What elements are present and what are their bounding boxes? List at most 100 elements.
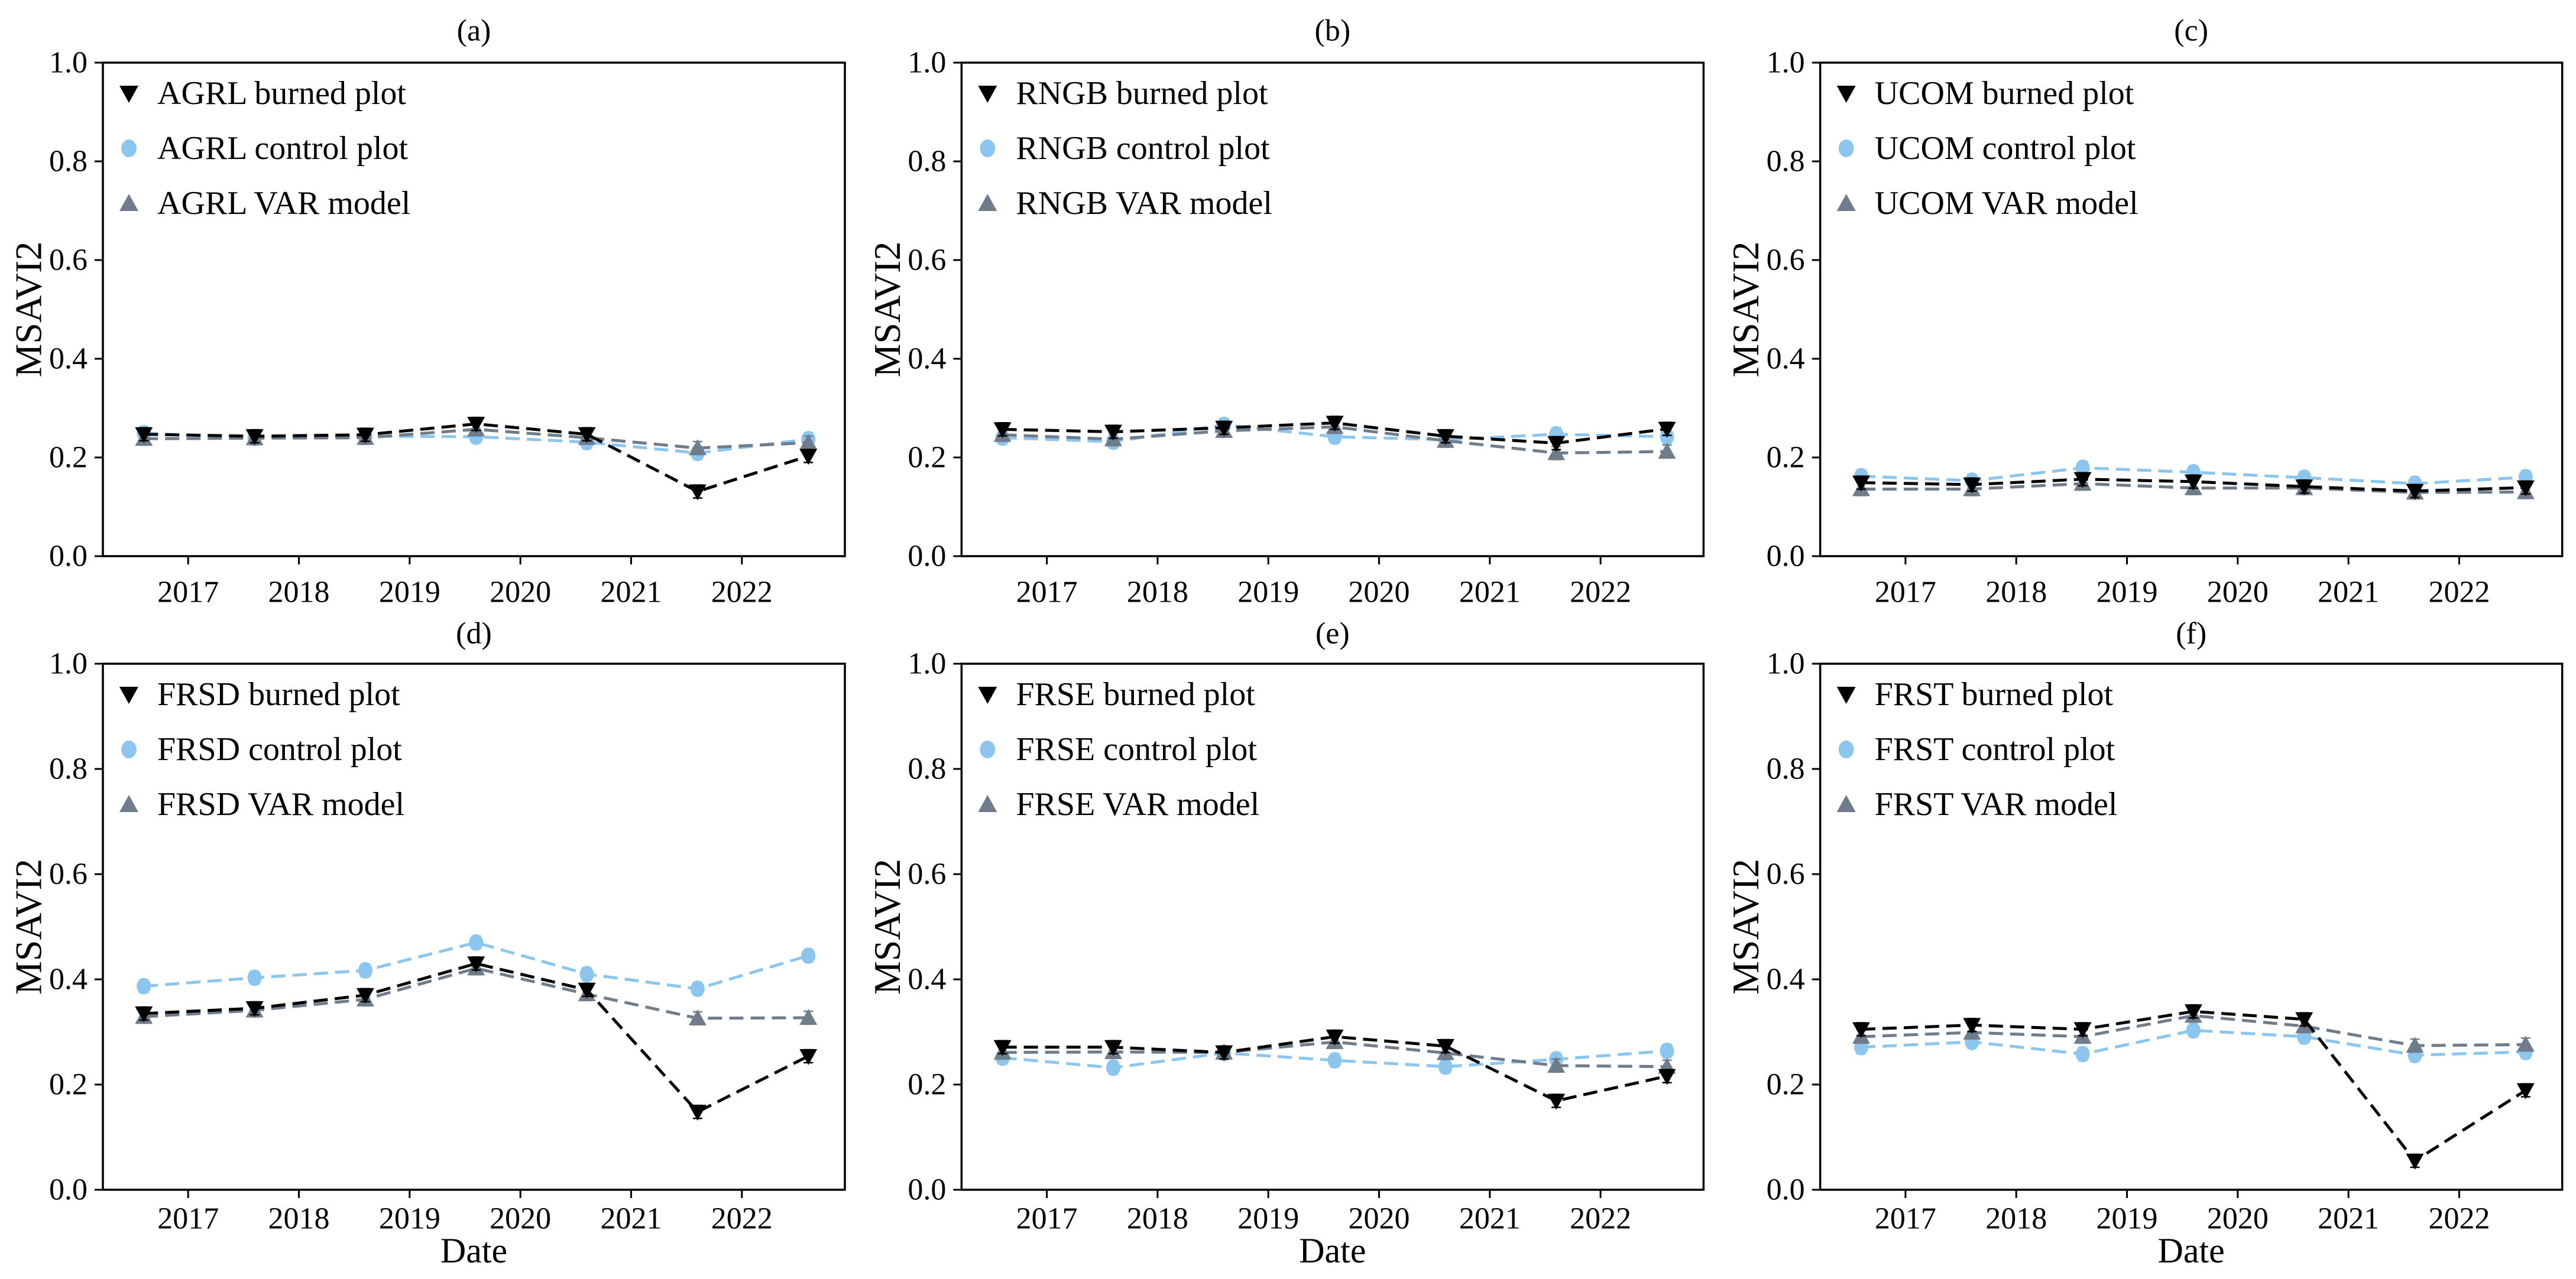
burned-marker [1104, 424, 1122, 441]
burned-legend-marker-icon [119, 687, 138, 704]
x-tick-label: 2020 [490, 576, 551, 609]
var-legend-marker-icon [978, 194, 997, 211]
legend-label: FRSD control plot [157, 731, 402, 768]
var-marker [688, 1009, 707, 1025]
legend-label: UCOM VAR model [1875, 185, 2138, 222]
x-tick-label: 2019 [379, 1202, 440, 1236]
x-axis-label: Date [440, 1231, 507, 1270]
panel-d-legend: FRSD burned plot FRSD control plot FRSD VA… [119, 676, 404, 823]
x-tick-label: 2021 [1459, 576, 1521, 609]
legend-label: AGRL burned plot [157, 75, 406, 112]
x-axis-label: Date [1299, 1231, 1366, 1270]
y-tick-label: 0.8 [1767, 145, 1805, 178]
control-legend-marker-icon [980, 139, 996, 157]
y-tick-label: 0.4 [1767, 342, 1805, 376]
legend-label: FRST burned plot [1875, 676, 2114, 713]
burned-marker [993, 1040, 1012, 1056]
x-tick-label: 2020 [1349, 576, 1410, 609]
control-marker [801, 947, 816, 964]
legend-label: UCOM control plot [1875, 130, 2136, 167]
burned-marker [467, 417, 485, 433]
panel-e: (e) 0.0 0.2 0.4 0.6 0.8 1.0 2017 2018 2019 2020 202… [866, 617, 1705, 1270]
y-tick-label: 1.0 [908, 647, 946, 681]
burned-line [144, 962, 809, 1114]
control-marker [1106, 1059, 1120, 1076]
var-legend-marker-icon [119, 795, 138, 812]
y-tick-label: 0.2 [49, 441, 88, 475]
legend-item-var: UCOM VAR model [1836, 185, 2138, 222]
legend-item-burned: FRSD burned plot [119, 676, 400, 713]
y-tick-label: 0.6 [1767, 858, 1805, 891]
control-legend-marker-icon [121, 139, 137, 157]
var-legend-marker-icon [1836, 194, 1856, 211]
burned-legend-marker-icon [1836, 687, 1856, 704]
legend-label: FRSE control plot [1016, 731, 1257, 768]
panel-b-legend: RNGB burned plot RNGB control plot RNGB VA… [978, 75, 1272, 222]
burned-markers [993, 1030, 1676, 1110]
y-tick-label: 0.2 [1767, 441, 1805, 475]
burned-marker [356, 988, 374, 1004]
burned-marker [2295, 479, 2313, 496]
y-tick-label: 0.4 [1767, 963, 1805, 996]
burned-marker [1326, 415, 1344, 432]
x-tick-label: 2022 [2428, 1202, 2490, 1236]
burned-marker [578, 982, 596, 999]
y-tick-label: 0.6 [49, 244, 88, 277]
y-tick-label: 0.6 [908, 244, 946, 277]
y-tick-label: 0.0 [908, 1173, 946, 1207]
legend-label: FRSE burned plot [1016, 676, 1255, 713]
x-tick-label: 2019 [379, 576, 440, 609]
burned-marker [1963, 477, 1981, 494]
burned-markers [135, 417, 818, 501]
burned-marker [1547, 1093, 1566, 1110]
legend-label: RNGB VAR model [1016, 185, 1272, 222]
control-marker [358, 962, 372, 979]
burned-marker [2073, 1022, 2092, 1038]
burned-errorbars [139, 956, 814, 1119]
burned-marker [467, 956, 485, 973]
control-marker [247, 969, 262, 986]
y-tick-label: 0.4 [908, 342, 946, 376]
burned-marker [2184, 1004, 2202, 1021]
x-tick-label: 2017 [1016, 1202, 1078, 1236]
axes-box [102, 663, 846, 1191]
control-marker [1438, 1058, 1453, 1075]
burned-marker [245, 1001, 264, 1017]
burned-markers [135, 956, 818, 1121]
burned-markers [1852, 472, 2535, 500]
var-marker [799, 433, 818, 450]
panel-b-title: (b) [1315, 14, 1351, 48]
x-tick-label: 2018 [268, 1202, 330, 1236]
burned-marker [993, 422, 1012, 439]
control-marker [2186, 1022, 2201, 1039]
x-tick-label: 2021 [600, 1202, 662, 1236]
x-tick-label: 2021 [2318, 576, 2379, 609]
burned-marker [2516, 1083, 2535, 1099]
y-axis-label: MSAVI2 [866, 859, 908, 995]
panel-c-legend: UCOM burned plot UCOM control plot UCOM VA… [1836, 75, 2138, 222]
x-tick-label: 2017 [1875, 576, 1936, 609]
y-tick-label: 0.4 [49, 963, 88, 996]
x-tick-label: 2019 [2097, 1202, 2158, 1236]
y-tick-label: 0.6 [908, 858, 946, 891]
burned-marker [2073, 472, 2092, 488]
burned-marker [688, 484, 707, 501]
y-axis-label: MSAVI2 [866, 242, 908, 378]
control-marker [579, 966, 594, 983]
burned-marker [799, 449, 818, 465]
y-tick-label: 1.0 [49, 46, 88, 80]
axes-box [960, 663, 1705, 1191]
burned-marker [135, 1006, 153, 1022]
legend-item-burned: RNGB burned plot [978, 75, 1268, 112]
panel-f: (f) 0.0 0.2 0.4 0.6 0.8 1.0 2017 2018 2019 2020 202… [1725, 617, 2564, 1270]
panel-e-title: (e) [1315, 617, 1350, 651]
legend-item-burned: UCOM burned plot [1836, 75, 2134, 112]
burned-marker [1852, 475, 1870, 492]
control-legend-marker-icon [980, 741, 996, 758]
legend-item-control: FRST control plot [1838, 731, 2115, 768]
burned-marker [2406, 1154, 2424, 1170]
var-marker [799, 1008, 818, 1025]
legend-label: RNGB burned plot [1016, 75, 1268, 112]
burned-markers [1852, 1004, 2535, 1170]
